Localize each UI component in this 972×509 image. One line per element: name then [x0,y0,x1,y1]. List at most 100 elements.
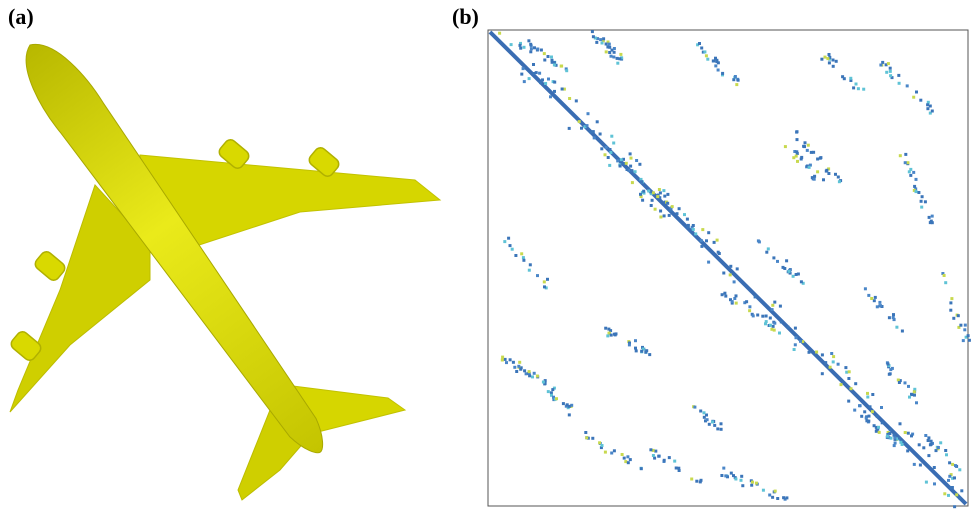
nonzero-dot [686,218,689,221]
sparsity-plot [488,30,971,509]
nonzero-dot [731,300,734,303]
nonzero-dot [505,361,508,364]
nonzero-dot [651,199,654,202]
nonzero-dot [960,489,963,492]
nonzero-dot [543,52,546,55]
nonzero-dot [668,214,671,217]
nonzero-dot [568,413,571,416]
nonzero-dot [620,158,623,161]
nonzero-dot [888,432,891,435]
nonzero-dot [853,409,856,412]
nonzero-dot [850,387,853,390]
nonzero-dot [733,280,736,283]
nonzero-dot [907,432,910,435]
nonzero-dot [826,57,829,60]
nonzero-dot [748,309,751,312]
nonzero-dot [686,226,689,229]
nonzero-dot [785,259,788,262]
nonzero-dot [539,81,542,84]
nonzero-dot [530,47,533,50]
nonzero-dot [918,443,921,446]
nonzero-dot [587,112,590,115]
nonzero-dot [844,366,847,369]
nonzero-dot [866,396,869,399]
nonzero-dot [750,484,753,487]
nonzero-dot [767,247,770,250]
nonzero-dot [635,159,638,162]
nonzero-dot [877,426,880,429]
nonzero-dot [551,388,554,391]
nonzero-dot [832,360,835,363]
nonzero-dot [751,481,754,484]
nonzero-dot [949,301,952,304]
nonzero-dot [879,64,882,67]
nonzero-dot [625,162,628,165]
nonzero-dot [523,369,526,372]
nonzero-dot [774,490,777,493]
nonzero-dot [549,95,552,98]
nonzero-dot [890,437,893,440]
nonzero-dot [623,457,626,460]
nonzero-dot [931,221,934,224]
nonzero-dot [913,185,916,188]
nonzero-dot [694,232,697,235]
nonzero-dot [959,324,962,327]
nonzero-dot [869,405,872,408]
nonzero-dot [544,82,547,85]
nonzero-dot [796,130,799,133]
nonzero-dot [605,50,608,53]
nonzero-dot [721,293,724,296]
nonzero-dot [724,295,727,298]
nonzero-dot [638,163,641,166]
nonzero-dot [501,356,504,359]
nonzero-dot [889,67,892,70]
nonzero-dot [772,256,775,259]
nonzero-dot [888,373,891,376]
nonzero-dot [772,325,775,328]
nonzero-dot [958,497,961,500]
nonzero-dot [761,315,764,318]
nonzero-dot [498,32,501,35]
nonzero-dot [863,410,866,413]
nonzero-dot [536,48,539,51]
nonzero-dot [876,305,879,308]
nonzero-dot [522,67,525,70]
nonzero-dot [895,326,898,329]
nonzero-dot [580,127,583,130]
nonzero-dot [713,241,716,244]
nonzero-dot [870,297,873,300]
nonzero-dot [841,75,844,78]
nonzero-dot [899,441,902,444]
nonzero-dot [630,157,633,160]
nonzero-dot [944,449,947,452]
nonzero-dot [769,324,772,327]
nonzero-dot [513,366,516,369]
nonzero-dot [799,340,802,343]
nonzero-dot [717,61,720,64]
nonzero-dot [585,436,588,439]
nonzero-dot [720,428,723,431]
nonzero-dot [778,332,781,335]
nonzero-dot [560,65,563,68]
nonzero-dot [630,169,633,172]
nonzero-dot [913,390,916,393]
nonzero-dot [898,437,901,440]
nonzero-dot [741,484,744,487]
nonzero-dot [529,43,532,46]
nonzero-dot [676,212,679,215]
nonzero-dot [601,42,604,45]
nonzero-dot [695,480,698,483]
nonzero-dot [800,280,803,283]
nonzero-dot [730,472,733,475]
nonzero-dot [538,72,541,75]
nonzero-dot [792,275,795,278]
nonzero-dot [600,147,603,150]
nonzero-dot [947,479,950,482]
nonzero-dot [944,281,947,284]
nonzero-dot [501,359,504,362]
nonzero-dot [926,107,929,110]
nonzero-dot [736,267,739,270]
nonzero-dot [898,82,901,85]
nonzero-dot [848,370,851,373]
nonzero-dot [721,72,724,75]
